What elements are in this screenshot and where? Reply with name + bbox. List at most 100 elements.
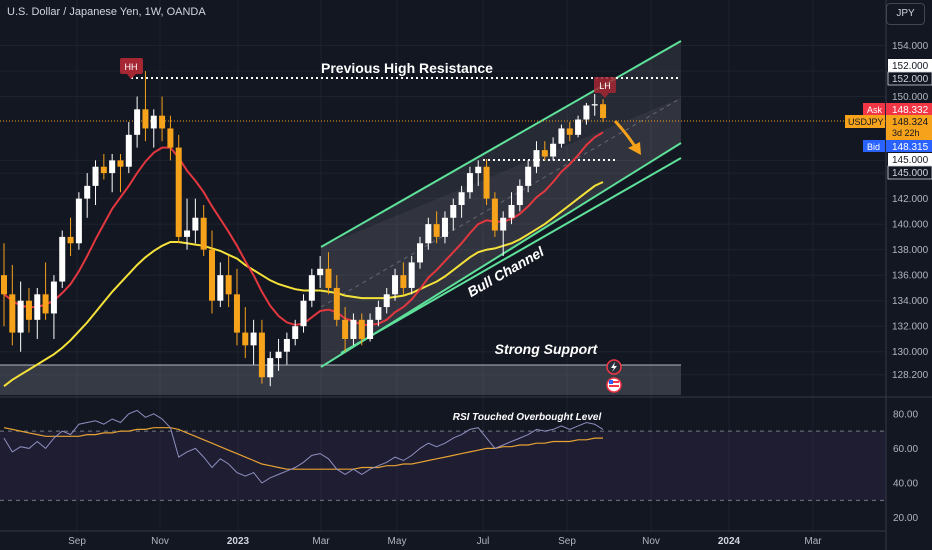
rsi-tick-label: 80.00 [893, 409, 918, 420]
candle-body [92, 166, 99, 186]
time-axis[interactable]: Sep Nov 2023 Mar May Jul Sep Nov 2024 Mar [68, 536, 822, 547]
candle-body [142, 109, 149, 129]
price-tick-label: 140.000 [892, 220, 929, 231]
rsi-tick-label: 60.00 [893, 444, 918, 455]
hh-level-tag: 152.000 152.000 [887, 59, 932, 86]
candle-body [508, 205, 515, 218]
candle-body [450, 205, 457, 218]
candle-body [233, 294, 240, 333]
symbol-label: USDJPY [848, 117, 884, 127]
candle-body [109, 160, 116, 174]
last-price-tag: USDJPY 148.324 3d 22h [845, 115, 932, 140]
candle-body [25, 300, 32, 320]
candle-body [250, 332, 257, 346]
candle-body [500, 217, 507, 231]
rsi-band [0, 431, 886, 501]
candle-body [425, 224, 432, 244]
candle-body [184, 230, 191, 237]
price-tick-label: 130.000 [892, 347, 929, 358]
price-tick-label: 132.000 [892, 322, 929, 333]
lh-label: LH [599, 81, 611, 91]
currency-button[interactable]: JPY [886, 3, 925, 25]
candle-body [217, 275, 224, 301]
candle-body [34, 294, 41, 320]
candle-body [516, 185, 523, 205]
time-tick-label: Sep [68, 536, 86, 547]
candle-body [600, 104, 607, 118]
bid-tag-label: Bid [867, 142, 880, 152]
candle-body [59, 236, 66, 282]
rsi-note-label: RSI Touched Overbought Level [453, 412, 602, 423]
candle-body [267, 358, 274, 378]
candle-body [367, 319, 374, 339]
candle-body [575, 119, 582, 135]
candle-body [175, 147, 182, 237]
previous-high-label: Previous High Resistance [321, 60, 493, 76]
candle-body [333, 287, 340, 320]
rsi-axis[interactable]: 80.00 60.00 40.00 20.00 [893, 409, 918, 524]
candle-body [159, 115, 166, 129]
candles [1, 71, 607, 387]
candle-body [458, 192, 465, 205]
background-grid [0, 0, 886, 531]
bid-value: 148.315 [892, 142, 929, 153]
candle-body [408, 262, 415, 288]
us-flag-event-icon[interactable] [606, 377, 622, 393]
time-tick-label: Mar [312, 536, 330, 547]
candle-body [192, 217, 199, 231]
price-tick-label: 138.000 [892, 245, 929, 256]
price-tick-label: 142.000 [892, 194, 929, 205]
candle-body [525, 166, 532, 186]
time-tick-label: 2023 [227, 536, 250, 547]
candle-body [350, 319, 357, 339]
price-axis[interactable]: 128.200 130.000 132.000 134.000 136.000 138.0… [892, 41, 929, 381]
candle-body [17, 300, 24, 333]
price-tick-label: 150.000 [892, 92, 929, 103]
candle-body [200, 217, 207, 250]
candle-body [42, 294, 49, 314]
candle-body [392, 275, 399, 295]
candle-body [50, 281, 57, 314]
candle-body [400, 275, 407, 288]
time-tick-label: May [388, 536, 407, 547]
candle-body [325, 268, 332, 288]
candle-body [583, 105, 590, 120]
candle-body [591, 104, 598, 106]
candle-body [308, 275, 315, 301]
candle-body [275, 351, 282, 359]
support-value-dup: 145.000 [892, 168, 929, 179]
bid-tag: Bid 148.315 [863, 140, 932, 153]
channel-mid-line [320, 97, 682, 308]
candle-body [317, 268, 324, 276]
time-tick-label: Nov [642, 536, 660, 547]
candle-body [491, 198, 498, 231]
candle-body [566, 128, 573, 135]
rsi-tick-label: 40.00 [893, 479, 918, 490]
candle-body [466, 173, 473, 193]
candle-body [134, 109, 141, 135]
rsi-ma-line [3, 427, 603, 470]
candle-body [125, 134, 132, 167]
ask-tag: Ask 148.332 [863, 103, 932, 116]
price-tick-label: 136.000 [892, 271, 929, 282]
lh-marker: LH [594, 77, 616, 98]
candle-body [342, 319, 349, 339]
chart-title: U.S. Dollar / Japanese Yen, 1W, OANDA [7, 6, 206, 18]
countdown-value: 3d 22h [892, 128, 920, 138]
time-tick-label: 2024 [718, 536, 741, 547]
last-value: 148.324 [892, 117, 929, 128]
support-value: 145.000 [892, 155, 929, 166]
lightning-event-icon[interactable] [606, 359, 622, 375]
channel-support-line [340, 157, 682, 354]
candle-body [100, 166, 107, 174]
candle-body [75, 198, 82, 244]
hh-level-value: 152.000 [892, 61, 929, 72]
hh-label: HH [125, 62, 138, 72]
candle-body [483, 166, 490, 199]
rsi-line [3, 409, 604, 484]
support-level-tag: 145.000 145.000 [887, 153, 932, 180]
candle-body [283, 338, 290, 352]
hh-level-value-dup: 152.000 [892, 74, 929, 85]
time-tick-label: Mar [804, 536, 822, 547]
